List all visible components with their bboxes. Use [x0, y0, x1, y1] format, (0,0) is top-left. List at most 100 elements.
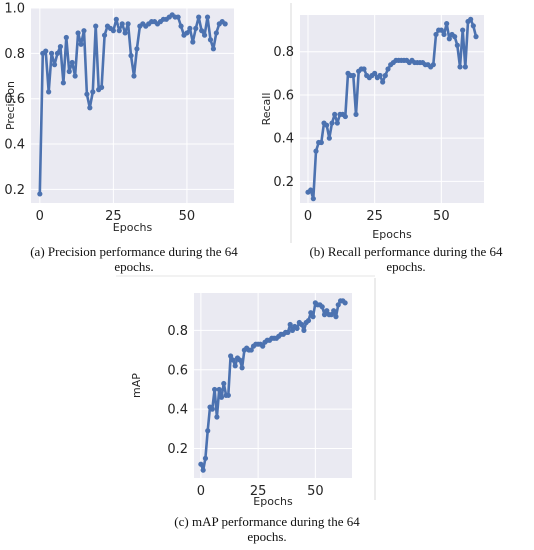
recall-data-point — [438, 27, 444, 33]
caption-recall-line2: epochs. — [386, 259, 426, 274]
precision-data-point — [57, 43, 64, 50]
map-data-point — [230, 357, 236, 363]
map-data-point — [232, 363, 238, 369]
recall-x-axis-label: Epochs — [372, 228, 412, 241]
recall-chart: 0.2 0.4 0.6 0.8 0 25 50 Epochs Recall — [260, 15, 484, 241]
precision-ytick-label: 0.4 — [4, 138, 25, 153]
map-data-point — [328, 312, 334, 318]
precision-data-point — [190, 39, 196, 45]
recall-data-point — [460, 27, 466, 33]
recall-data-point — [433, 31, 439, 38]
map-data-point — [324, 308, 330, 314]
map-data-point — [209, 406, 215, 412]
caption-precision-line2: epochs. — [114, 259, 154, 274]
map-data-point — [260, 343, 266, 349]
precision-data-point — [87, 105, 93, 111]
precision-ytick-label: 0.2 — [4, 183, 25, 198]
map-data-point — [216, 386, 222, 393]
recall-ytick-label: 0.4 — [273, 132, 294, 147]
recall-xtick-label: 0 — [304, 209, 312, 224]
precision-data-point — [204, 14, 211, 20]
recall-data-point — [430, 62, 436, 68]
recall-data-point — [318, 139, 324, 146]
recall-data-point — [361, 66, 367, 72]
precision-xtick-label: 25 — [105, 209, 122, 224]
map-data-point — [294, 325, 300, 332]
map-data-point — [287, 321, 293, 328]
recall-data-point — [350, 72, 356, 79]
map-data-point — [248, 347, 254, 353]
precision-data-point — [193, 25, 199, 32]
map-data-point — [333, 314, 339, 320]
map-data-point — [331, 308, 337, 314]
recall-data-point — [457, 64, 463, 70]
map-y-axis-label: mAP — [130, 373, 143, 398]
caption-precision: (a) Precision performance during the 64 … — [0, 244, 268, 274]
map-data-point — [335, 302, 341, 308]
map-ytick-label: 0.8 — [167, 324, 188, 339]
recall-data-point — [332, 111, 338, 118]
recall-ytick-label: 0.6 — [273, 88, 294, 103]
precision-data-point — [210, 46, 217, 52]
map-xtick-label: 50 — [307, 484, 324, 499]
recall-data-point — [444, 21, 450, 27]
recall-data-point — [377, 72, 383, 79]
map-data-point — [218, 394, 225, 400]
caption-map-line2: epochs. — [247, 529, 287, 544]
recall-data-point — [473, 34, 479, 40]
recall-data-point — [334, 120, 340, 126]
recall-data-point — [326, 135, 332, 141]
map-xtick-label: 0 — [197, 484, 205, 499]
precision-data-point — [196, 14, 202, 20]
precision-data-point — [199, 28, 205, 34]
map-data-point — [319, 304, 325, 310]
map-data-point — [321, 312, 328, 318]
map-data-point — [200, 467, 206, 473]
map-data-point — [310, 314, 316, 320]
precision-xtick-label: 0 — [36, 209, 44, 224]
recall-y-axis-label: Recall — [260, 93, 273, 126]
map-data-point — [228, 353, 234, 359]
map-data-point — [212, 386, 218, 393]
caption-precision-line1: (a) Precision performance during the 64 — [30, 244, 238, 259]
precision-data-point — [125, 21, 131, 27]
map-ytick-label: 0.4 — [167, 403, 188, 418]
map-data-point — [221, 380, 227, 387]
precision-data-point — [201, 32, 208, 38]
recall-data-point — [329, 120, 335, 126]
map-ytick-label: 0.6 — [167, 363, 188, 378]
recall-data-point — [313, 148, 319, 154]
precision-data-point — [37, 191, 43, 197]
precision-data-point — [113, 16, 119, 22]
precision-data-point — [84, 91, 90, 97]
map-data-point — [299, 321, 305, 328]
caption-recall-line1: (b) Recall performance during the 64 — [309, 244, 503, 259]
precision-data-point — [81, 28, 87, 34]
precision-data-point — [54, 50, 61, 56]
precision-ytick-label: 0.8 — [4, 47, 25, 62]
map-data-point — [205, 428, 211, 434]
map-data-point — [289, 327, 296, 333]
precision-data-point — [184, 30, 190, 36]
recall-data-point — [310, 196, 316, 202]
map-data-point — [308, 310, 314, 316]
map-chart: 0.2 0.4 0.6 0.8 0 25 50 Epochs mAP — [130, 293, 352, 508]
precision-data-point — [116, 28, 122, 34]
recall-data-point — [385, 66, 391, 72]
precision-data-point — [63, 34, 69, 41]
map-data-point — [285, 329, 291, 335]
recall-data-point — [470, 23, 476, 29]
precision-data-point — [51, 62, 58, 68]
precision-data-point — [90, 89, 96, 95]
recall-data-point — [454, 42, 460, 48]
map-plot-area — [194, 293, 352, 478]
map-data-point — [202, 455, 209, 461]
precision-data-point — [101, 32, 108, 38]
recall-data-point — [382, 72, 388, 79]
map-data-point — [214, 414, 220, 420]
precision-data-point — [78, 41, 84, 47]
precision-data-point — [178, 23, 184, 29]
map-data-point — [342, 300, 348, 306]
precision-series-line — [38, 13, 226, 194]
precision-data-point — [75, 30, 81, 36]
